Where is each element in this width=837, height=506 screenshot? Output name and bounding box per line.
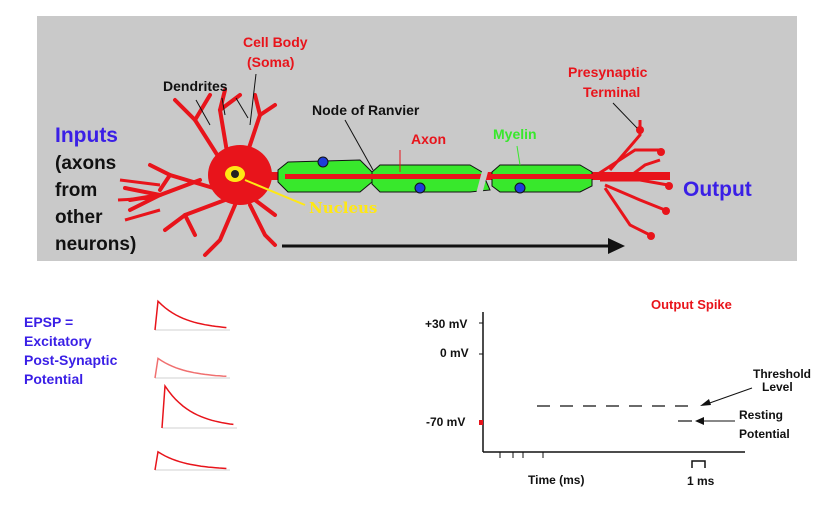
dendrites-label: Dendrites <box>163 78 228 94</box>
presynaptic-label: Presynaptic <box>568 64 648 80</box>
epsp-line-4: Potential <box>24 371 84 387</box>
epsp-curve <box>161 383 234 429</box>
inputs-title: Inputs <box>55 124 118 147</box>
scale-label: 1 ms <box>687 474 715 488</box>
inputs-line-2: from <box>55 180 98 201</box>
resting-label: Resting <box>739 408 784 422</box>
tick-70mv: -70 mV <box>426 415 466 429</box>
inputs-line-4: neurons) <box>55 234 137 255</box>
tick-30mv: +30 mV <box>425 317 468 331</box>
level-label: Level <box>762 380 793 394</box>
epsp-line-1: EPSP = <box>24 314 74 330</box>
terminal-branches-shape <box>594 120 669 237</box>
node-of-ranvier-label: Node of Ranvier <box>312 102 420 118</box>
epsp-line-3: Post-Synaptic <box>24 352 118 368</box>
nucleus-label: Nucleus <box>309 199 378 217</box>
output-label: Output <box>683 178 752 201</box>
terminal-label: Terminal <box>583 84 641 100</box>
neuron-panel <box>37 16 797 261</box>
inputs-line-3: other <box>55 207 103 228</box>
inputs-line-1: (axons <box>55 153 117 174</box>
epsp-line-2: Excitatory <box>24 333 92 349</box>
soma-label: (Soma) <box>247 54 295 70</box>
threshold-label: Threshold <box>753 367 812 381</box>
epsp-curve <box>154 450 227 471</box>
potential-label: Potential <box>739 427 790 441</box>
x-axis-label: Time (ms) <box>528 473 585 487</box>
cell-body-label: Cell Body <box>243 34 308 50</box>
resting-marker <box>479 420 483 425</box>
axon-label: Axon <box>411 131 446 147</box>
input-axons-shape <box>117 178 161 222</box>
tick-0mv: 0 mV <box>440 346 469 360</box>
myelin-label: Myelin <box>493 126 537 142</box>
epsp-curve <box>154 299 227 331</box>
epsp-curve <box>154 357 227 379</box>
output-spike-title: Output Spike <box>651 297 732 312</box>
